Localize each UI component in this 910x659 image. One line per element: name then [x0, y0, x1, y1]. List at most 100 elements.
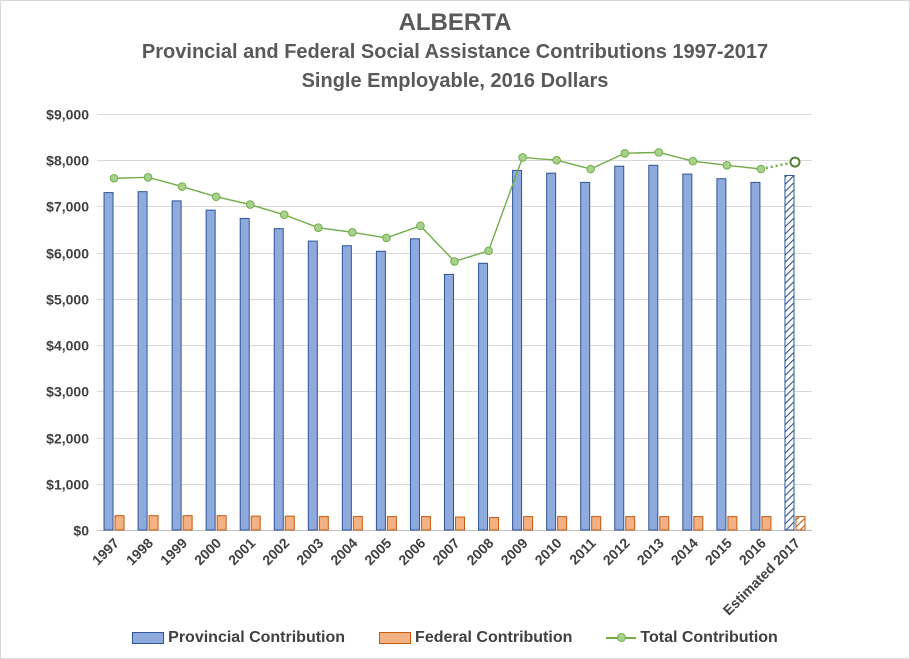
y-tick-label: $2,000	[46, 431, 89, 447]
legend-swatch-provincial	[132, 632, 165, 644]
x-tick-label: 2008	[463, 535, 496, 568]
total-point	[314, 223, 323, 233]
y-tick-label: $3,000	[46, 384, 89, 400]
bars	[103, 164, 806, 531]
legend-label-federal: Federal Contribution	[415, 629, 573, 646]
y-tick-label: $1,000	[46, 477, 89, 493]
bar-provincial	[750, 181, 761, 531]
total-point	[279, 210, 289, 220]
bar-provincial	[409, 238, 420, 531]
y-tick-label: $8,000	[46, 153, 89, 169]
bar-federal	[727, 516, 738, 531]
y-tick-label: $7,000	[46, 199, 89, 215]
x-tick-label: 2009	[497, 535, 530, 568]
x-tick-label: 1998	[123, 535, 156, 568]
total-line-estimated-segment	[760, 160, 796, 171]
bar-federal	[386, 516, 397, 531]
x-tick-label: 2003	[293, 535, 326, 568]
bar-federal	[284, 515, 295, 531]
bar-federal	[659, 516, 670, 531]
x-tick-label: 2010	[531, 535, 564, 568]
y-tick-label: $6,000	[46, 246, 89, 262]
y-tick-label: $4,000	[46, 338, 89, 354]
bar-provincial	[205, 209, 216, 531]
y-tick-label: $5,000	[46, 292, 89, 308]
total-point	[109, 173, 119, 183]
total-line	[109, 148, 801, 266]
x-tick-label: 2013	[634, 535, 667, 568]
x-tick-label: 2002	[259, 535, 292, 568]
bar-provincial	[580, 181, 591, 531]
total-point	[416, 221, 425, 231]
chart-title: ALBERTA	[398, 9, 512, 36]
chart-subtitle-line2: Single Employable, 2016 Dollars	[301, 70, 609, 92]
chart-subtitle-line1: Provincial and Federal Social Assistance…	[141, 41, 769, 63]
legend-item-provincial: Provincial Contribution	[132, 629, 345, 647]
x-tick-label: 2014	[668, 535, 701, 568]
total-point	[756, 164, 766, 174]
bar-provincial	[478, 262, 489, 531]
bar-provincial	[307, 240, 318, 531]
bar-federal	[591, 516, 602, 531]
total-point	[177, 182, 187, 191]
total-point	[245, 200, 255, 209]
total-point	[688, 156, 698, 166]
bar-federal	[795, 516, 806, 531]
total-line-path	[114, 151, 762, 263]
total-point	[722, 161, 732, 170]
x-tick-label: 2012	[600, 535, 633, 568]
bar-provincial	[171, 200, 182, 531]
bar-federal	[250, 515, 261, 531]
bar-federal	[557, 516, 568, 531]
bar-provincial	[273, 228, 284, 531]
total-point	[518, 153, 527, 162]
x-axis-tick-labels: 1997 1998 1999 2000 2001 2002 2003 2004 2005 2006…	[89, 535, 803, 619]
total-point	[552, 155, 561, 165]
bar-federal	[216, 515, 227, 531]
bar-provincial	[614, 165, 625, 531]
x-tick-label: 2000	[191, 535, 224, 568]
bar-federal	[693, 516, 704, 531]
bar-federal	[114, 515, 125, 531]
x-tick-label: 2004	[327, 535, 360, 568]
total-point	[586, 164, 595, 174]
bar-federal	[489, 517, 500, 531]
bar-federal	[625, 516, 636, 531]
total-point	[382, 233, 391, 243]
total-point	[620, 148, 630, 158]
bar-provincial	[444, 273, 454, 531]
legend-swatch-total	[606, 632, 637, 644]
total-point	[143, 173, 153, 182]
x-tick-label: 2001	[225, 535, 258, 568]
bar-federal	[420, 516, 431, 531]
x-tick-label: 2015	[702, 535, 735, 568]
bar-provincial	[341, 245, 352, 531]
gridlines	[97, 114, 812, 531]
bar-federal	[182, 515, 193, 531]
x-tick-label: 2011	[566, 535, 599, 568]
bar-federal	[318, 516, 329, 531]
total-point	[789, 156, 801, 168]
bar-federal	[148, 515, 159, 531]
bar-provincial	[784, 174, 795, 531]
total-point	[211, 192, 221, 202]
bar-federal	[523, 516, 534, 531]
bar-federal	[455, 516, 465, 531]
bar-provincial	[137, 191, 148, 531]
total-point	[484, 246, 493, 256]
x-tick-label: 2007	[429, 535, 462, 568]
legend-item-total: Total Contribution	[606, 629, 778, 647]
bar-provincial	[682, 173, 693, 531]
total-point	[654, 148, 664, 157]
bar-federal	[761, 516, 772, 531]
x-tick-label: 1997	[89, 535, 122, 568]
legend-swatch-federal	[379, 632, 412, 644]
x-tick-label: 2006	[395, 535, 428, 568]
bar-provincial	[648, 164, 659, 531]
total-point	[450, 257, 459, 266]
bar-provincial	[546, 172, 557, 531]
y-tick-label: $9,000	[46, 107, 89, 123]
x-tick-label: 1999	[157, 535, 190, 568]
y-tick-label: $0	[73, 523, 89, 539]
